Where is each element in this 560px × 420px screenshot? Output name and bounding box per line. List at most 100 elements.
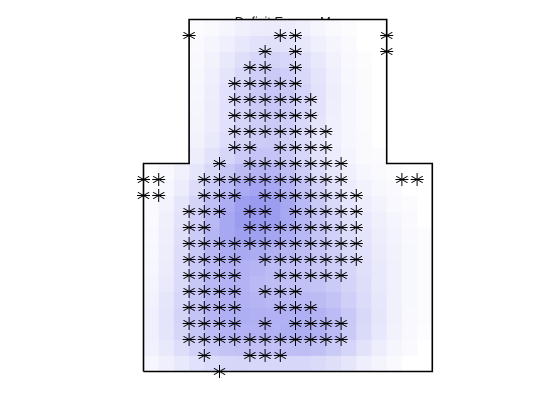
heat-cell [219,275,236,292]
heat-cell [295,51,312,68]
asterisk-marker [304,109,318,122]
heat-cell [386,163,403,180]
asterisk-marker [319,333,333,346]
heat-cell [371,179,388,196]
heat-cell [234,195,251,212]
heat-cell [280,19,296,36]
asterisk-marker [258,45,272,58]
heat-cell [234,99,251,116]
heat-cell [158,163,175,180]
heat-cell [219,67,236,84]
asterisk-marker [228,109,242,122]
heat-cell [234,51,251,68]
heat-cell [204,131,220,148]
heat-cell [295,323,312,340]
asterisk-marker [273,29,287,42]
asterisk-marker [243,349,257,362]
heat-cell [341,323,357,340]
heat-cell [219,179,236,196]
heat-cell [386,291,403,308]
heat-cell [219,259,236,276]
asterisk-marker [213,237,226,250]
asterisk-marker [334,269,348,282]
heat-cell [325,83,342,100]
heat-cell [325,227,342,244]
heat-cell [341,291,357,308]
heat-cell [386,211,403,228]
heat-cell [280,35,296,52]
heat-cell [310,323,327,340]
asterisk-marker [334,317,348,330]
heat-cell [280,243,296,260]
heat-cell [356,115,372,132]
asterisk-marker [213,205,226,218]
heat-cell [356,291,372,308]
heat-cell [280,323,296,340]
asterisk-marker [213,189,226,202]
heat-cell [295,35,312,52]
heat-cell [189,163,205,180]
asterisk-marker [273,141,287,154]
asterisk-marker [258,125,272,138]
asterisk-marker [319,317,333,330]
heat-cell [341,179,357,196]
heat-cell [143,243,160,260]
heat-cell [371,211,388,228]
heat-cell [356,147,372,164]
heat-cell [173,259,190,276]
heat-cell [265,147,281,164]
heat-cell [173,179,190,196]
heat-cell [249,115,266,132]
asterisk-marker [273,173,287,186]
heat-cell [295,211,312,228]
asterisk-marker [152,173,166,186]
asterisk-marker [243,221,257,234]
asterisk-marker [304,237,318,250]
heat-cell [189,355,205,372]
asterisk-marker [243,173,257,186]
asterisk-marker [258,221,272,234]
heat-cell [341,307,357,324]
heat-cell [158,243,175,260]
heat-cell [280,99,296,116]
heat-cell [401,259,418,276]
heat-cell [295,307,312,324]
heat-cell [265,35,281,52]
heat-cell [219,227,236,244]
heat-cell [143,275,160,292]
heat-cell [371,275,388,292]
heat-cell [204,35,220,52]
asterisk-marker [228,333,242,346]
heat-cell [310,211,327,228]
heat-cell [173,227,190,244]
asterisk-marker [243,125,257,138]
heat-cell [356,51,372,68]
asterisk-marker [289,109,302,122]
heat-cell [173,307,190,324]
heat-cell [356,99,372,116]
asterisk-marker [243,333,257,346]
asterisk-marker [273,333,287,346]
asterisk-marker [334,157,348,170]
heat-cell [356,67,372,84]
asterisk-marker [228,125,242,138]
asterisk-marker [273,157,287,170]
heat-cell [265,51,281,68]
heat-cell [325,243,342,260]
heat-cell [295,99,312,116]
heat-cell [310,115,327,132]
heat-cell [173,195,190,212]
asterisk-marker [197,237,211,250]
asterisk-marker [289,29,302,42]
asterisk-marker [213,301,226,314]
asterisk-marker [304,317,318,330]
asterisk-marker [182,333,196,346]
heat-cell [280,179,296,196]
asterisk-marker [319,205,333,218]
heat-cell [265,195,281,212]
heat-cell [310,179,327,196]
asterisk-marker [349,189,363,202]
heat-cell [325,339,342,356]
heat-cell [189,147,205,164]
heat-cell [341,115,357,132]
